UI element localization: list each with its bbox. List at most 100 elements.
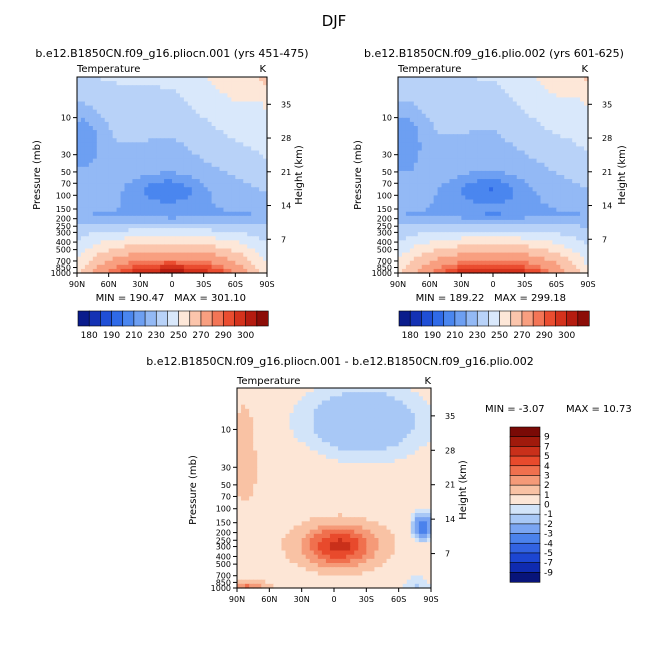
contour-cell	[473, 81, 478, 86]
contour-cell	[261, 408, 266, 414]
contour-cell	[576, 97, 581, 103]
contour-cell	[211, 236, 217, 241]
contour-cell	[239, 150, 244, 156]
contour-cell	[148, 130, 153, 135]
contour-cell	[584, 162, 589, 168]
contour-cell	[235, 154, 240, 160]
contour-cell	[263, 187, 268, 192]
contour-cell	[496, 146, 502, 152]
contour-cell	[152, 244, 157, 250]
contour-cell	[104, 260, 110, 266]
contour-cell	[309, 396, 315, 402]
contour-cell	[477, 93, 482, 99]
contour-cell	[421, 215, 427, 221]
contour-cell	[104, 93, 110, 99]
contour-cell	[512, 228, 518, 233]
contour-cell	[108, 175, 114, 180]
contour-cell	[100, 134, 106, 139]
contour-cell	[417, 240, 423, 246]
contour-cell	[453, 224, 458, 229]
contour-cell	[417, 162, 423, 168]
contour-cell	[516, 162, 522, 168]
contour-cell	[84, 138, 90, 143]
contour-cell	[175, 162, 181, 168]
contour-cell	[183, 121, 189, 127]
contour-cell	[481, 154, 486, 160]
contour-cell	[116, 109, 122, 115]
contour-cell	[485, 224, 490, 229]
contour-cell	[104, 228, 110, 233]
contour-cell	[500, 146, 506, 152]
contour-cell	[524, 203, 530, 209]
contour-cell	[247, 146, 252, 152]
contour-cell	[273, 400, 279, 406]
contour-cell	[124, 117, 130, 123]
contour-cell	[413, 236, 419, 241]
contour-cell	[100, 101, 106, 107]
contour-cell	[77, 126, 82, 131]
contour-cell	[183, 77, 189, 82]
contour-cell	[481, 236, 486, 241]
contour-cell	[421, 256, 427, 262]
contour-cell	[261, 392, 266, 397]
contour-cell	[199, 121, 205, 127]
contour-cell	[207, 207, 213, 213]
contour-cell	[405, 109, 411, 115]
contour-cell	[489, 158, 494, 164]
contour-cell	[124, 126, 130, 131]
contour-cell	[580, 97, 585, 103]
contour-cell	[465, 240, 470, 246]
contour-cell	[136, 240, 141, 246]
contour-cell	[108, 109, 114, 115]
contour-cell	[508, 264, 514, 270]
contour-cell	[568, 183, 573, 188]
contour-cell	[457, 244, 462, 250]
contour-cell	[520, 121, 526, 127]
contour-cell	[251, 105, 256, 111]
contour-cell	[239, 162, 244, 168]
contour-cell	[195, 113, 201, 119]
contour-cell	[223, 260, 229, 266]
contour-cell	[96, 166, 102, 172]
contour-cell	[417, 93, 423, 99]
contour-cell	[540, 97, 546, 103]
contour-cell	[560, 195, 565, 201]
contour-cell	[572, 215, 577, 221]
contour-cell	[485, 158, 490, 164]
contour-cell	[465, 252, 470, 258]
contour-cell	[128, 236, 134, 241]
contour-cell	[457, 179, 462, 184]
contour-cell	[219, 236, 225, 241]
contour-cell	[120, 101, 126, 107]
contour-cell	[259, 187, 264, 192]
contour-cell	[247, 232, 252, 237]
contour-cell	[584, 256, 589, 262]
contour-cell	[441, 126, 447, 131]
contour-cell	[564, 109, 569, 115]
contour-cell	[239, 211, 244, 217]
contour-cell	[469, 170, 474, 176]
contour-cell	[152, 232, 157, 237]
contour-cell	[493, 183, 498, 188]
contour-cell	[144, 240, 149, 246]
contour-cell	[528, 240, 534, 246]
contour-cell	[183, 219, 189, 225]
contour-cell	[128, 105, 134, 111]
contour-cell	[175, 207, 181, 213]
contour-cell	[195, 158, 201, 164]
contour-cell	[215, 244, 221, 250]
contour-cell	[168, 89, 173, 94]
contour-cell	[465, 187, 470, 192]
contour-cell	[203, 228, 209, 233]
contour-cell	[136, 256, 141, 262]
contour-cell	[325, 392, 331, 397]
contour-cell	[489, 199, 494, 205]
contour-cell	[183, 211, 189, 217]
contour-cell	[215, 183, 221, 188]
contour-cell	[449, 183, 455, 188]
contour-cell	[92, 232, 98, 237]
contour-cell	[309, 388, 315, 393]
contour-cell	[195, 130, 201, 135]
contour-cell	[100, 183, 106, 188]
contour-cell	[473, 105, 478, 111]
